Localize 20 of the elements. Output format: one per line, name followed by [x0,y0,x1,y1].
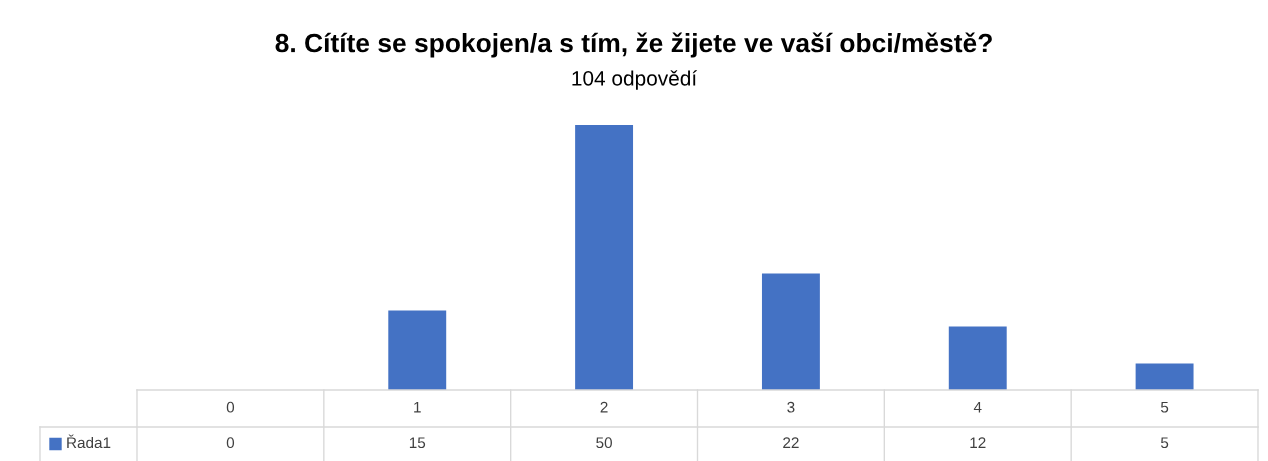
x-tick-label: 2 [600,401,608,413]
x-tick-label: 0 [226,401,235,413]
data-label: 15 [409,437,426,449]
data-label: 5 [1160,437,1169,449]
x-tick-label: 4 [973,401,982,413]
x-tick-label: 5 [1160,401,1169,413]
bar [948,326,1007,390]
data-label: 50 [596,437,612,449]
chart-title: 8. Cítíte se spokojen/a s tím, že žijete ve vaší obci/městě? [275,32,992,58]
data-label: 0 [226,437,235,449]
bar [1135,363,1194,390]
data-label: 22 [783,437,799,448]
x-tick-label: 1 [414,401,421,413]
legend-label: Řada1 [67,434,111,449]
bar [388,310,447,390]
chart-subtitle: 104 odpovědí [572,70,698,90]
x-tick-label: 3 [787,401,795,413]
bar [761,273,820,390]
data-label: 12 [970,437,986,448]
bar [575,125,634,390]
